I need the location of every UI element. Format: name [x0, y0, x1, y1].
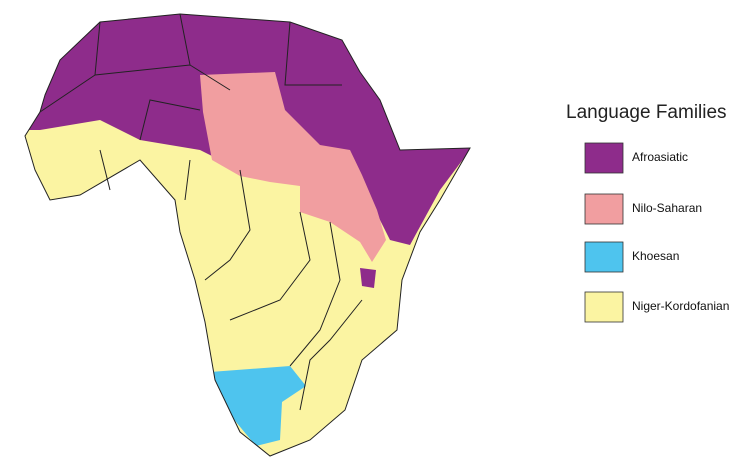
legend-label: Nilo-Saharan: [632, 201, 702, 215]
legend-label: Khoesan: [632, 249, 679, 263]
legend-swatch: [584, 142, 624, 174]
country-borders: [39, 13, 363, 411]
legend-label: Niger-Kordofanian: [632, 299, 729, 313]
nilo-saharan-region: [200, 72, 386, 262]
legend-swatch: [584, 193, 624, 225]
africa-map: [24, 13, 471, 457]
coastline: [24, 13, 471, 457]
afroasiatic-enclave: [360, 268, 376, 288]
legend-title: Language Families: [566, 102, 727, 123]
legend-swatch: [584, 291, 624, 323]
legend-items: Afroasiatic Nilo-Saharan Khoesan Niger-Kord…: [584, 142, 729, 323]
legend: Language Families Afroasiatic Nilo-Sahara…: [566, 102, 729, 323]
legend-label: Afroasiatic: [632, 150, 688, 164]
legend-swatch: [584, 241, 624, 273]
khoesan-region: [210, 366, 306, 446]
